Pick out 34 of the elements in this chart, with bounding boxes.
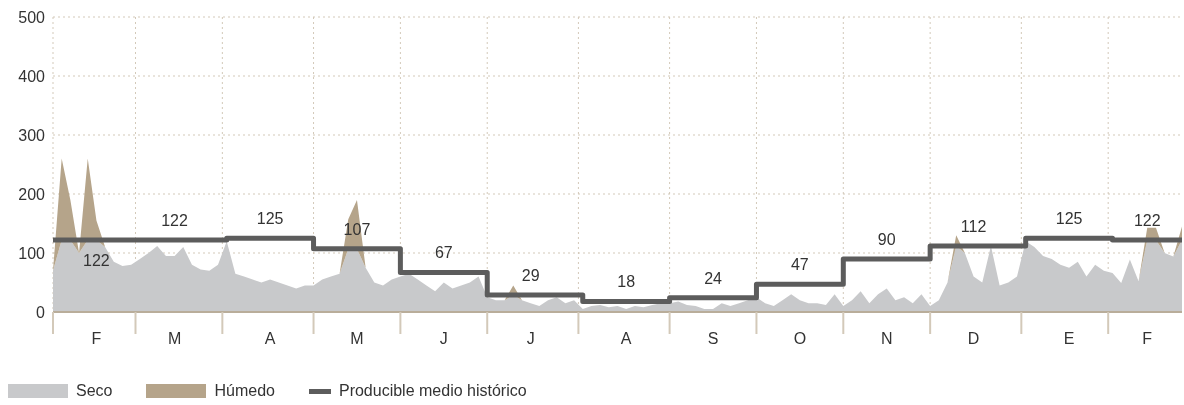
data-label: 122 [83, 252, 110, 270]
x-tick-label: F [1142, 330, 1153, 347]
data-label: 18 [617, 273, 636, 291]
data-label: 112 [960, 217, 987, 235]
x-tick-label: E [1063, 330, 1075, 347]
legend-label: Producible medio histórico [338, 382, 527, 400]
y-tick-label: 0 [36, 303, 46, 321]
y-tick-label: 500 [18, 8, 46, 26]
x-tick-label: M [350, 330, 364, 347]
x-tick-label: M [167, 330, 182, 347]
x-tick-label: N [880, 330, 893, 347]
x-tick-label: J [526, 330, 535, 347]
data-label: 125 [1055, 210, 1083, 228]
y-tick-label: 400 [18, 67, 46, 85]
x-tick-label: S [707, 330, 719, 347]
y-tick-label: 300 [18, 126, 46, 144]
data-label: 125 [256, 210, 284, 228]
x-tick-label: D [967, 330, 980, 347]
x-tick-label: O [793, 330, 807, 347]
x-tick-label: A [620, 330, 632, 347]
data-label: 47 [790, 256, 809, 274]
data-label: 122 [161, 212, 189, 230]
data-label: 24 [704, 269, 723, 287]
x-tick-label: F [91, 330, 102, 347]
data-label: 67 [434, 244, 453, 262]
data-label: 90 [877, 230, 896, 248]
x-tick-label: J [439, 330, 448, 347]
y-tick-label: 200 [18, 185, 46, 203]
y-tick-label: 100 [18, 244, 46, 262]
data-label: 29 [521, 266, 540, 284]
legend-label: Húmedo [214, 382, 275, 400]
legend-label: Seco [76, 382, 113, 400]
data-label: 122 [1133, 212, 1161, 230]
x-tick-label: A [264, 330, 276, 347]
